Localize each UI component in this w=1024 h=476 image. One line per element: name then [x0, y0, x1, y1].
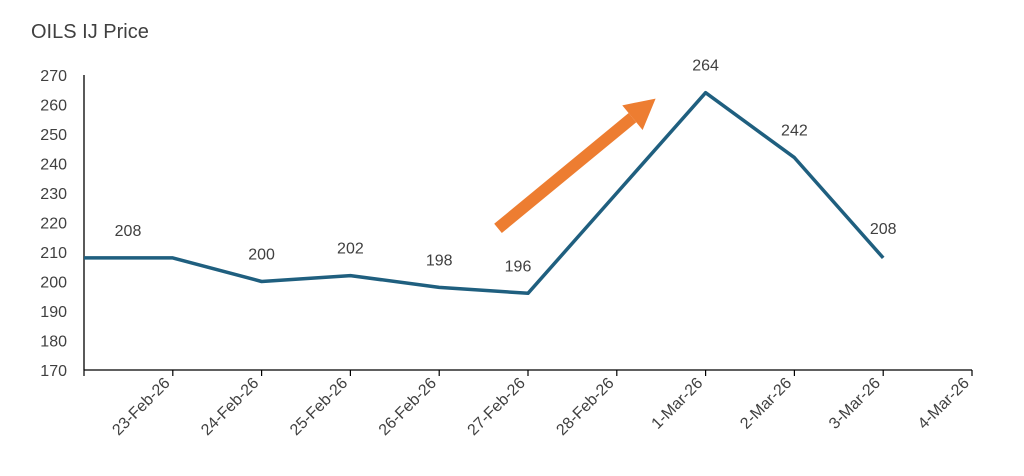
x-tick-label: 26-Feb-26	[376, 375, 440, 439]
y-tick-label: 180	[40, 334, 67, 351]
x-tick-label: 23-Feb-26	[109, 375, 173, 439]
data-label: 196	[505, 258, 532, 275]
x-axis: 23-Feb-26 24-Feb-26 25-Feb-26 26-Feb-26 27-F…	[83, 369, 973, 439]
data-label: 200	[248, 247, 275, 264]
data-labels: 208 200 202 198 196 264 242 208	[115, 58, 897, 276]
data-label: 208	[115, 223, 142, 240]
x-tick-label: 2-Mar-26	[737, 375, 795, 433]
annotation-layer	[494, 98, 656, 234]
trend-arrow-head	[622, 98, 656, 131]
data-label: 202	[337, 241, 364, 258]
y-tick-label: 170	[40, 363, 67, 380]
y-tick-label: 260	[40, 98, 67, 115]
y-tick-label: 240	[40, 157, 67, 174]
y-tick-label: 190	[40, 304, 67, 321]
series-line	[84, 90, 885, 296]
y-tick-label: 200	[40, 275, 67, 292]
x-tick-label: 28-Feb-26	[553, 375, 617, 439]
chart-title: OILS IJ Price	[31, 21, 149, 43]
y-tick-label: 210	[40, 245, 67, 262]
y-tick-label: 220	[40, 216, 67, 233]
y-axis: 170 180 190 200 210 220 230 240 250 260 270	[40, 68, 85, 380]
x-tick-label: 3-Mar-26	[826, 375, 884, 433]
x-tick-label: 25-Feb-26	[287, 375, 351, 439]
data-label: 208	[870, 221, 897, 238]
x-tick-label: 1-Mar-26	[649, 375, 707, 433]
x-tick-label: 27-Feb-26	[465, 375, 529, 439]
y-tick-label: 250	[40, 127, 67, 144]
data-label: 198	[426, 252, 453, 269]
data-label: 242	[781, 123, 808, 140]
y-tick-label: 270	[40, 68, 67, 85]
y-tick-label: 230	[40, 186, 67, 203]
x-tick-label: 4-Mar-26	[915, 375, 973, 433]
trend-arrow-shaft	[494, 113, 637, 234]
x-tick-label: 24-Feb-26	[198, 375, 262, 439]
series-layer	[84, 90, 885, 296]
data-label: 264	[692, 58, 719, 75]
